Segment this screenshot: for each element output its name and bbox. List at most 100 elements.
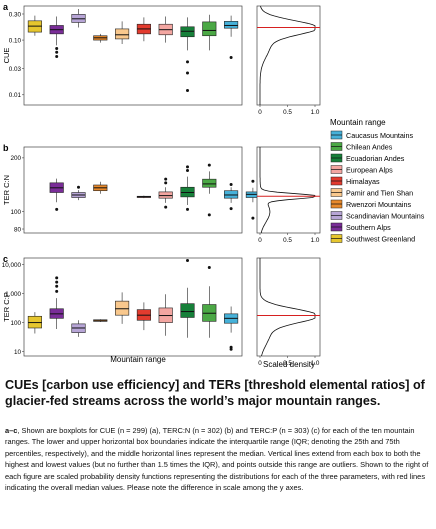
legend-item-caucasus-mountains: Caucasus Mountains bbox=[330, 130, 414, 140]
panel-label: b bbox=[3, 143, 9, 153]
outlier-point bbox=[207, 265, 211, 269]
box-rwenzori-mountains bbox=[93, 33, 108, 43]
y-axis-label: CUE bbox=[2, 48, 11, 64]
outlier-point bbox=[186, 258, 189, 262]
density-curve bbox=[259, 5, 316, 105]
outlier-point bbox=[55, 284, 59, 288]
outlier-point bbox=[55, 55, 59, 59]
y-tick-label: 1,000 bbox=[5, 291, 21, 298]
legend-item-himalayas: Himalayas bbox=[330, 176, 380, 186]
caption-body: a–c, Shown are boxplots for CUE (n = 299… bbox=[5, 425, 431, 493]
box-rwenzori-mountains bbox=[93, 319, 108, 322]
caption-text: , Shown are boxplots for CUE (n = 299) (… bbox=[5, 426, 429, 493]
box-body bbox=[115, 28, 130, 40]
box-body bbox=[180, 26, 195, 38]
outlier-point bbox=[55, 276, 59, 280]
panel-a: a CUE 0.30 0.10 0.03 0.01 0 0.5 1.0 bbox=[2, 2, 321, 116]
legend: Caucasus Mountains Chilean Andes Ecuadoria… bbox=[330, 130, 425, 243]
box-caucasus-mountains bbox=[224, 306, 239, 351]
density-axis-label: Scaled density bbox=[263, 360, 315, 369]
legend-label: Ecuadorian Andes bbox=[346, 154, 405, 163]
outlier-point bbox=[186, 168, 189, 172]
box-ecuadorian-andes bbox=[180, 17, 195, 92]
density-tick-label: 0 bbox=[258, 360, 262, 367]
box-european-alps bbox=[158, 177, 173, 209]
legend-item-pamir-and-tien-shan: Pamir and Tien Shan bbox=[330, 188, 413, 197]
box-pamir-and-tien-shan bbox=[115, 292, 130, 324]
y-tick-label: 200 bbox=[10, 155, 21, 162]
density-curve bbox=[259, 147, 316, 234]
outlier-point bbox=[164, 177, 168, 181]
box-scandinavian-mountains bbox=[71, 320, 86, 337]
box-body bbox=[202, 178, 217, 188]
outlier-point bbox=[186, 60, 189, 64]
y-tick-label: 100 bbox=[10, 209, 21, 216]
box-caucasus-mountains bbox=[224, 15, 239, 60]
legend-item-european-alps: European Alps bbox=[330, 165, 393, 174]
box-body bbox=[180, 303, 195, 318]
outlier-point bbox=[251, 216, 255, 220]
legend-title: Mountain range bbox=[330, 118, 386, 127]
outlier-point bbox=[55, 47, 59, 51]
box-body bbox=[115, 300, 130, 316]
box-caucasus-mountains bbox=[224, 182, 239, 211]
y-tick-label: 0.03 bbox=[9, 66, 22, 73]
y-tick-label: 0.10 bbox=[9, 37, 22, 44]
legend-item-chilean-andes: Chilean Andes bbox=[330, 142, 393, 151]
legend-label: Southwest Greenland bbox=[346, 234, 415, 243]
outlier-point bbox=[164, 205, 168, 209]
outlier-point bbox=[164, 181, 168, 185]
y-tick-label: 0.30 bbox=[9, 11, 22, 18]
legend-item-southern-alps: Southern Alps bbox=[330, 222, 391, 232]
outlier-point bbox=[55, 289, 59, 293]
box-body bbox=[158, 191, 173, 199]
box-ecuadorian-andes bbox=[180, 165, 195, 211]
y-tick-label: 0.01 bbox=[9, 92, 22, 99]
box-himalayas bbox=[136, 302, 151, 331]
outlier-point bbox=[55, 50, 59, 54]
legend-label: Rwenzori Mountains bbox=[346, 200, 412, 209]
box-himalayas bbox=[136, 17, 151, 42]
density-tick-label: 0.5 bbox=[283, 109, 292, 116]
outlier-point bbox=[55, 207, 59, 211]
density-tick-label: 1.0 bbox=[311, 109, 320, 116]
box-european-alps bbox=[158, 16, 173, 43]
density-panel-a: 0 0.5 1.0 bbox=[256, 5, 321, 116]
legend-label: European Alps bbox=[346, 165, 393, 174]
box-scandinavian-mountains bbox=[71, 185, 86, 201]
density-tick-label: 0.5 bbox=[283, 237, 292, 244]
caption-lead: a–c bbox=[5, 426, 18, 435]
outlier-point bbox=[55, 280, 59, 284]
legend-label: Pamir and Tien Shan bbox=[346, 188, 413, 197]
box-body bbox=[224, 190, 239, 199]
outlier-point bbox=[229, 56, 233, 60]
box-body bbox=[224, 21, 239, 29]
density-curve bbox=[259, 258, 316, 357]
box-rwenzori-mountains bbox=[93, 181, 108, 194]
y-axis-label: TER C:N bbox=[2, 175, 11, 205]
legend-label: Himalayas bbox=[346, 177, 380, 186]
box-ecuadorian-andes bbox=[180, 258, 195, 338]
y-tick-label: 80 bbox=[14, 226, 22, 233]
outlier-point bbox=[207, 213, 211, 217]
legend-item-scandinavian-mountains: Scandinavian Mountains bbox=[330, 211, 425, 220]
outlier-point bbox=[186, 207, 189, 211]
panel-b: b TER C:N 200 100 80 0 0.5 1.0 bbox=[2, 143, 321, 244]
density-tick-label: 1.0 bbox=[311, 237, 320, 244]
box-european-alps bbox=[158, 294, 173, 336]
y-axis-label: TER C:P bbox=[2, 292, 11, 322]
box-pamir-and-tien-shan bbox=[115, 21, 130, 44]
density-panel-c: 0 0.5 1.0 bbox=[256, 257, 321, 367]
outlier-point bbox=[186, 165, 189, 169]
box-southern-alps bbox=[49, 16, 64, 59]
legend-label: Southern Alps bbox=[346, 223, 391, 232]
density-tick-label: 0 bbox=[258, 237, 262, 244]
x-axis-label: Mountain range bbox=[110, 355, 166, 364]
outlier-point bbox=[229, 347, 233, 351]
legend-label: Scandinavian Mountains bbox=[346, 211, 425, 220]
legend-label: Chilean Andes bbox=[346, 142, 393, 151]
box-southwest-greenland bbox=[27, 15, 42, 36]
box-chilean-andes bbox=[202, 265, 217, 338]
panel-label: c bbox=[3, 254, 8, 264]
